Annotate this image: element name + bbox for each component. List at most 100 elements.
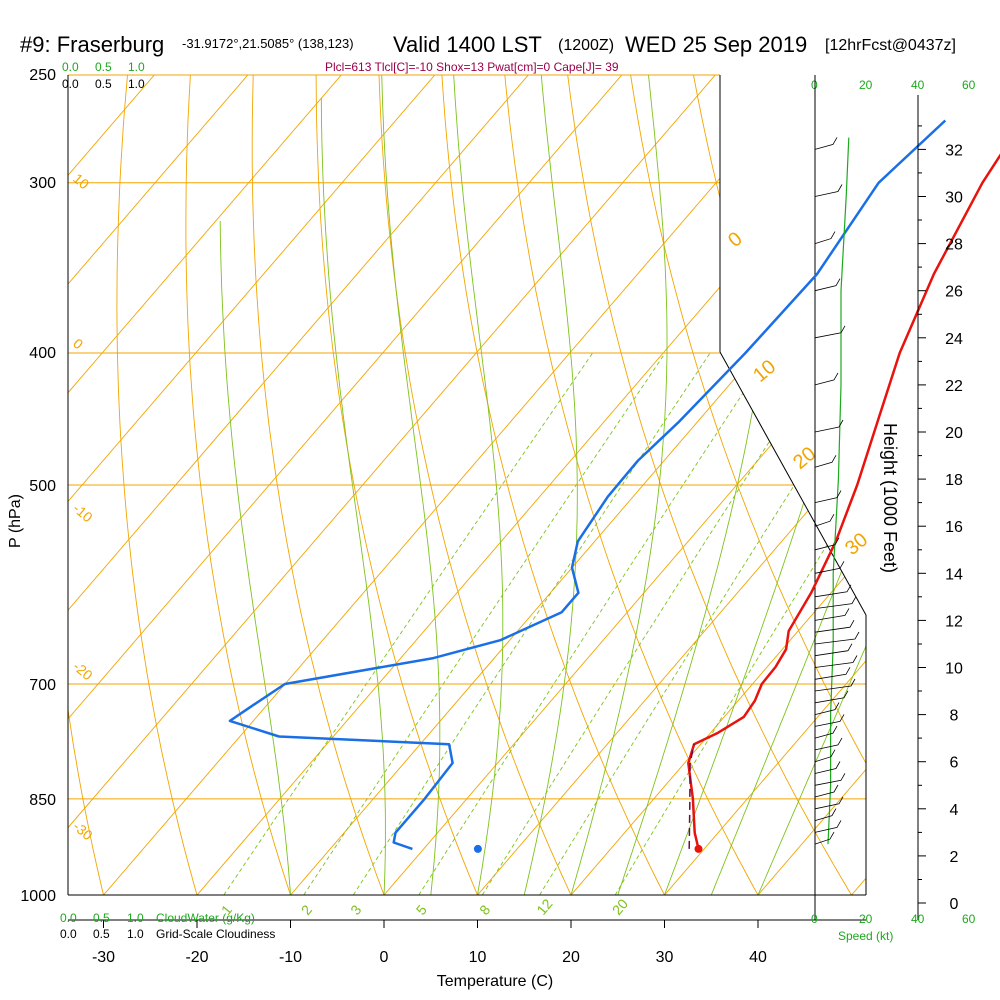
wind-barb bbox=[814, 737, 843, 751]
dry-adiabat-label-left: -10 bbox=[70, 500, 96, 525]
height-tick-label: 32 bbox=[945, 142, 963, 159]
mixing-ratio-line bbox=[539, 352, 866, 895]
dry-adiabat bbox=[315, 75, 491, 895]
height-tick-label: 16 bbox=[945, 519, 963, 536]
temp-tick-label: 0 bbox=[380, 949, 389, 966]
temp-tick-label: 20 bbox=[562, 949, 580, 966]
height-tick-label: 20 bbox=[945, 425, 963, 442]
height-tick-label: 28 bbox=[945, 237, 963, 254]
wind-speed-profile bbox=[827, 137, 850, 845]
isobar-lines bbox=[68, 74, 866, 896]
height-axis-label: Height (1000 Feet) bbox=[880, 423, 900, 573]
wind-barb bbox=[814, 372, 839, 386]
speed-top-20: 20 bbox=[859, 78, 873, 92]
cloud-scale-green-1: 0.5 bbox=[95, 60, 112, 74]
dry-adiabat-label-left: -20 bbox=[70, 658, 96, 683]
temp-tick-label: 10 bbox=[469, 949, 487, 966]
dry-adiabat-label-left: -30 bbox=[70, 818, 96, 843]
mixing-ratio-label: 5 bbox=[413, 902, 430, 918]
dry-adiabat-label-right: 0 bbox=[724, 228, 747, 252]
cloud-bottom-black-0: 0.0 bbox=[60, 927, 77, 941]
cloudwater-label: CloudWater (g/Kg) bbox=[156, 911, 255, 925]
cloud-scale-green-2: 1.0 bbox=[128, 60, 145, 74]
pressure-axis: 250 300 400 500 700 850 1000 bbox=[20, 67, 56, 905]
height-tick-label: 0 bbox=[950, 896, 959, 913]
speed-bottom-20: 20 bbox=[859, 912, 873, 926]
dry-adiabat bbox=[377, 75, 586, 895]
cloud-bottom-green-0: 0.0 bbox=[60, 911, 77, 925]
wind-barb bbox=[814, 419, 844, 433]
wind-barb bbox=[814, 784, 839, 798]
cloud-scale-black-2: 1.0 bbox=[128, 77, 145, 91]
temp-tick-label: 30 bbox=[656, 949, 674, 966]
wind-barb bbox=[814, 596, 857, 609]
x-axis-label: Temperature (C) bbox=[437, 973, 553, 990]
isotherm bbox=[68, 75, 643, 895]
speed-bottom-40: 40 bbox=[911, 912, 925, 926]
p-tick-500: 500 bbox=[29, 478, 56, 495]
dry-adiabat bbox=[68, 75, 112, 895]
dry-adiabat-label-right: 10 bbox=[749, 356, 780, 387]
cloud-scale-black-1: 0.5 bbox=[95, 77, 112, 91]
height-tick-label: 12 bbox=[945, 613, 963, 630]
temp-tick-label: -20 bbox=[185, 949, 208, 966]
dewpoint-profile bbox=[228, 119, 947, 851]
isotherm bbox=[545, 75, 866, 895]
wind-barb bbox=[814, 137, 838, 150]
p-tick-1000: 1000 bbox=[20, 888, 56, 905]
mixing-ratio-label: 3 bbox=[347, 902, 364, 918]
cloud-bottom-green-2: 1.0 bbox=[127, 911, 144, 925]
mixing-ratio-label: 20 bbox=[609, 896, 631, 918]
cloud-scale-green-0: 0.0 bbox=[62, 60, 79, 74]
wind-barb bbox=[814, 643, 853, 657]
isotherm bbox=[68, 75, 269, 895]
wind-barb bbox=[814, 490, 842, 503]
wind-panel bbox=[814, 137, 860, 845]
temp-tick-label: -10 bbox=[279, 949, 302, 966]
dry-adiabat bbox=[440, 75, 680, 895]
stability-indices: Plcl=613 Tlcl[C]=-10 Shox=13 Pwat[cm]=0 … bbox=[325, 60, 619, 74]
wind-barb bbox=[814, 690, 849, 704]
wind-barb bbox=[814, 702, 840, 715]
wind-barb bbox=[814, 667, 851, 680]
height-tick-label: 6 bbox=[950, 755, 959, 772]
dry-adiabat bbox=[626, 75, 866, 895]
isotherm bbox=[68, 75, 550, 895]
height-tick-label: 24 bbox=[945, 331, 963, 348]
cloud-scale-black-0: 0.0 bbox=[62, 77, 79, 91]
wind-barb bbox=[814, 820, 842, 833]
wind-barb bbox=[814, 714, 845, 727]
moist-adiabat bbox=[757, 75, 866, 895]
isotherm bbox=[171, 75, 866, 895]
mixing-ratio-line bbox=[303, 352, 666, 895]
wind-barb bbox=[814, 608, 850, 621]
wind-barb bbox=[814, 761, 841, 774]
wind-barb bbox=[814, 278, 841, 292]
moist-adiabat bbox=[219, 220, 291, 895]
plot-frame bbox=[67, 75, 867, 921]
wind-barb bbox=[814, 678, 856, 692]
speed-label: Speed (kt) bbox=[838, 929, 893, 943]
isotherm bbox=[358, 75, 866, 895]
height-tick-label: 26 bbox=[945, 284, 963, 301]
moist-adiabat bbox=[570, 75, 668, 895]
dry-adiabat bbox=[813, 75, 866, 895]
p-tick-400: 400 bbox=[29, 345, 56, 362]
dry-adiabat-label-left: 10 bbox=[70, 170, 92, 192]
wind-barb bbox=[814, 325, 846, 339]
background-grid bbox=[68, 75, 866, 895]
height-tick-label: 14 bbox=[945, 566, 963, 583]
p-tick-700: 700 bbox=[29, 677, 56, 694]
moist-adiabat bbox=[320, 98, 386, 895]
gridscale-label: Grid-Scale Cloudiness bbox=[156, 927, 275, 941]
wind-barb bbox=[814, 655, 858, 668]
wind-barb bbox=[814, 796, 844, 810]
wind-barb bbox=[814, 725, 838, 739]
cloud-bottom-black-2: 1.0 bbox=[127, 927, 144, 941]
height-tick-label: 22 bbox=[945, 378, 963, 395]
station-coords: -31.9172°,21.5085° (138,123) bbox=[182, 36, 354, 51]
sounding-profiles bbox=[228, 119, 1000, 853]
